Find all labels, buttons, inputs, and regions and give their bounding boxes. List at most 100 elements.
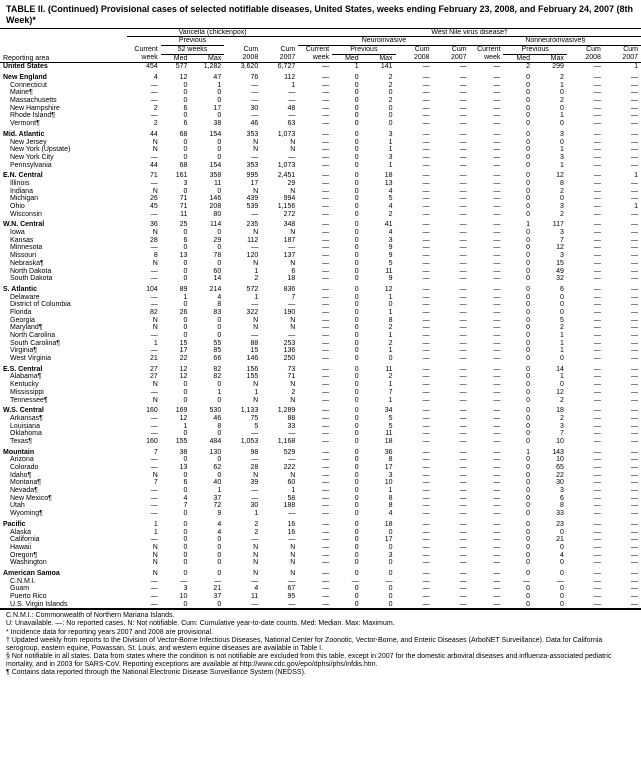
data-cell: —: [470, 283, 504, 294]
data-cell: 1: [127, 340, 161, 348]
data-cell: —: [261, 510, 298, 518]
data-cell: —: [224, 82, 261, 90]
data-cell: —: [567, 510, 604, 518]
data-cell: —: [433, 195, 470, 203]
data-cell: —: [261, 97, 298, 105]
data-cell: 0: [332, 397, 362, 405]
data-cell: —: [433, 120, 470, 128]
data-cell: —: [298, 559, 332, 567]
data-cell: —: [604, 347, 641, 355]
data-cell: 0: [503, 404, 533, 415]
data-cell: —: [604, 301, 641, 309]
data-cell: 48: [261, 105, 298, 113]
data-cell: —: [433, 188, 470, 196]
data-cell: —: [567, 169, 604, 180]
area-cell: American Samoa: [0, 567, 127, 578]
data-cell: —: [298, 63, 332, 71]
area-cell: C.N.M.I.: [0, 578, 127, 586]
data-cell: 0: [503, 340, 533, 348]
data-cell: —: [224, 536, 261, 544]
data-cell: 0: [332, 252, 362, 260]
data-cell: 0: [190, 397, 224, 405]
data-cell: 60: [261, 479, 298, 487]
data-cell: —: [396, 456, 433, 464]
data-cell: 0: [332, 585, 362, 593]
data-cell: —: [127, 89, 161, 97]
data-cell: 0: [503, 211, 533, 219]
data-cell: —: [470, 324, 504, 332]
data-cell: 8: [127, 252, 161, 260]
data-cell: 0: [332, 423, 362, 431]
data-cell: 0: [332, 381, 362, 389]
data-cell: 0: [332, 347, 362, 355]
data-cell: 0: [332, 97, 362, 105]
table-row: Rhode Island¶—00———00———01——: [0, 112, 641, 120]
data-cell: —: [396, 324, 433, 332]
data-cell: 6,727: [261, 63, 298, 71]
data-cell: 0: [161, 260, 191, 268]
data-cell: 3: [161, 585, 191, 593]
data-cell: —: [298, 89, 332, 97]
table-row: Vermont¶26384663—00———00——: [0, 120, 641, 128]
data-cell: —: [567, 559, 604, 567]
data-cell: —: [470, 309, 504, 317]
data-cell: —: [127, 456, 161, 464]
data-cell: 38: [161, 446, 191, 457]
data-cell: —: [470, 381, 504, 389]
data-cell: —: [396, 332, 433, 340]
data-cell: —: [396, 567, 433, 578]
data-cell: 0: [190, 536, 224, 544]
data-cell: 10: [362, 479, 396, 487]
data-cell: 78: [190, 252, 224, 260]
data-cell: —: [433, 89, 470, 97]
h-y07-2: 2007: [433, 54, 470, 63]
area-cell: Idaho¶: [0, 472, 127, 480]
data-cell: —: [604, 309, 641, 317]
data-cell: —: [604, 593, 641, 601]
data-cell: —: [433, 544, 470, 552]
area-cell: Nebraska¶: [0, 260, 127, 268]
data-cell: —: [433, 82, 470, 90]
data-cell: 0: [533, 559, 567, 567]
data-cell: 0: [332, 89, 362, 97]
table-row: Massachusetts—00———02———02——: [0, 97, 641, 105]
data-cell: —: [396, 404, 433, 415]
data-cell: —: [470, 438, 504, 446]
table-row: Oklahoma—00———011———07——: [0, 430, 641, 438]
data-cell: —: [396, 244, 433, 252]
data-cell: —: [298, 510, 332, 518]
data-cell: —: [567, 529, 604, 537]
area-cell: Mississippi: [0, 389, 127, 397]
data-cell: 154: [190, 128, 224, 139]
h-current-3: Current: [470, 45, 504, 54]
data-cell: —: [396, 139, 433, 147]
data-cell: 89: [161, 283, 191, 294]
data-cell: —: [298, 283, 332, 294]
data-cell: —: [470, 169, 504, 180]
data-cell: 0: [503, 430, 533, 438]
data-cell: —: [396, 146, 433, 154]
data-cell: —: [470, 423, 504, 431]
data-cell: —: [396, 252, 433, 260]
data-cell: —: [567, 363, 604, 374]
data-cell: —: [567, 112, 604, 120]
data-cell: 44: [127, 128, 161, 139]
data-cell: —: [470, 415, 504, 423]
area-cell: Maine¶: [0, 89, 127, 97]
data-cell: 299: [533, 63, 567, 71]
data-cell: 0: [161, 487, 191, 495]
data-cell: —: [604, 340, 641, 348]
data-cell: 0: [533, 381, 567, 389]
data-cell: 1: [533, 112, 567, 120]
area-cell: Wyoming¶: [0, 510, 127, 518]
data-cell: —: [396, 578, 433, 586]
data-cell: —: [396, 472, 433, 480]
data-cell: —: [298, 324, 332, 332]
data-cell: —: [224, 601, 261, 609]
data-cell: —: [433, 332, 470, 340]
data-cell: —: [567, 415, 604, 423]
data-cell: 0: [332, 139, 362, 147]
data-cell: —: [127, 502, 161, 510]
data-cell: —: [261, 536, 298, 544]
data-cell: 1,168: [261, 438, 298, 446]
